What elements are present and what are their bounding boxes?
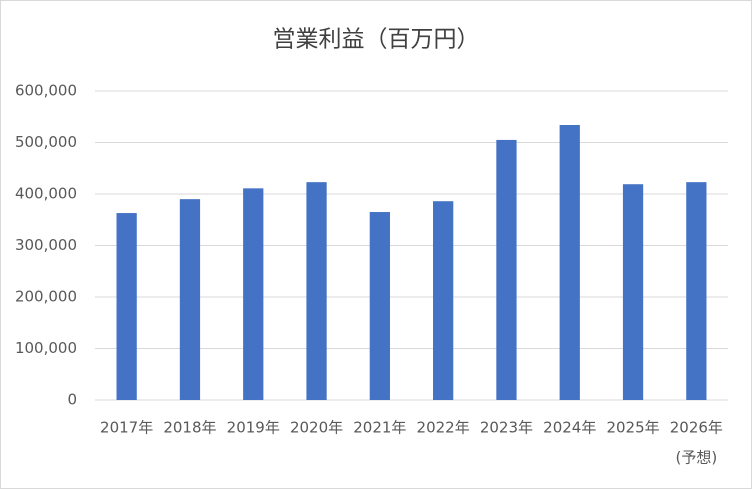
bar bbox=[496, 139, 517, 401]
x-tick-label: 2018年 bbox=[163, 419, 216, 437]
x-tick-label: 2025年 bbox=[606, 419, 659, 437]
bar bbox=[686, 182, 707, 400]
x-tick-label: 2019年 bbox=[227, 419, 280, 437]
y-tick-label: 0 bbox=[67, 391, 77, 409]
y-tick-label: 200,000 bbox=[15, 288, 77, 306]
bar bbox=[243, 188, 264, 400]
x-tick-label: 2022年 bbox=[417, 419, 470, 437]
x-tick-label: 2023年 bbox=[480, 419, 533, 437]
y-tick-label: 500,000 bbox=[15, 133, 77, 151]
bar bbox=[622, 184, 644, 400]
x-tick-label: 2020年 bbox=[290, 419, 343, 437]
y-tick-label: 600,000 bbox=[15, 82, 77, 100]
x-tick-label: 2026年 bbox=[670, 419, 723, 437]
y-tick-label: 400,000 bbox=[15, 185, 77, 203]
x-tick-label: 2021年 bbox=[353, 419, 406, 437]
bar bbox=[306, 182, 327, 400]
y-tick-label: 100,000 bbox=[15, 339, 77, 357]
x-tick-label: 2024年 bbox=[543, 419, 596, 437]
y-tick-label: 300,000 bbox=[15, 236, 77, 254]
bar bbox=[559, 124, 580, 401]
x-tick-label: 2017年 bbox=[100, 419, 153, 437]
bar bbox=[116, 213, 137, 400]
bar bbox=[433, 201, 454, 400]
bar bbox=[369, 212, 390, 400]
chart-title: 営業利益（百万円） bbox=[273, 27, 480, 53]
bar bbox=[179, 199, 201, 400]
forecast-label: (予想) bbox=[675, 449, 717, 467]
